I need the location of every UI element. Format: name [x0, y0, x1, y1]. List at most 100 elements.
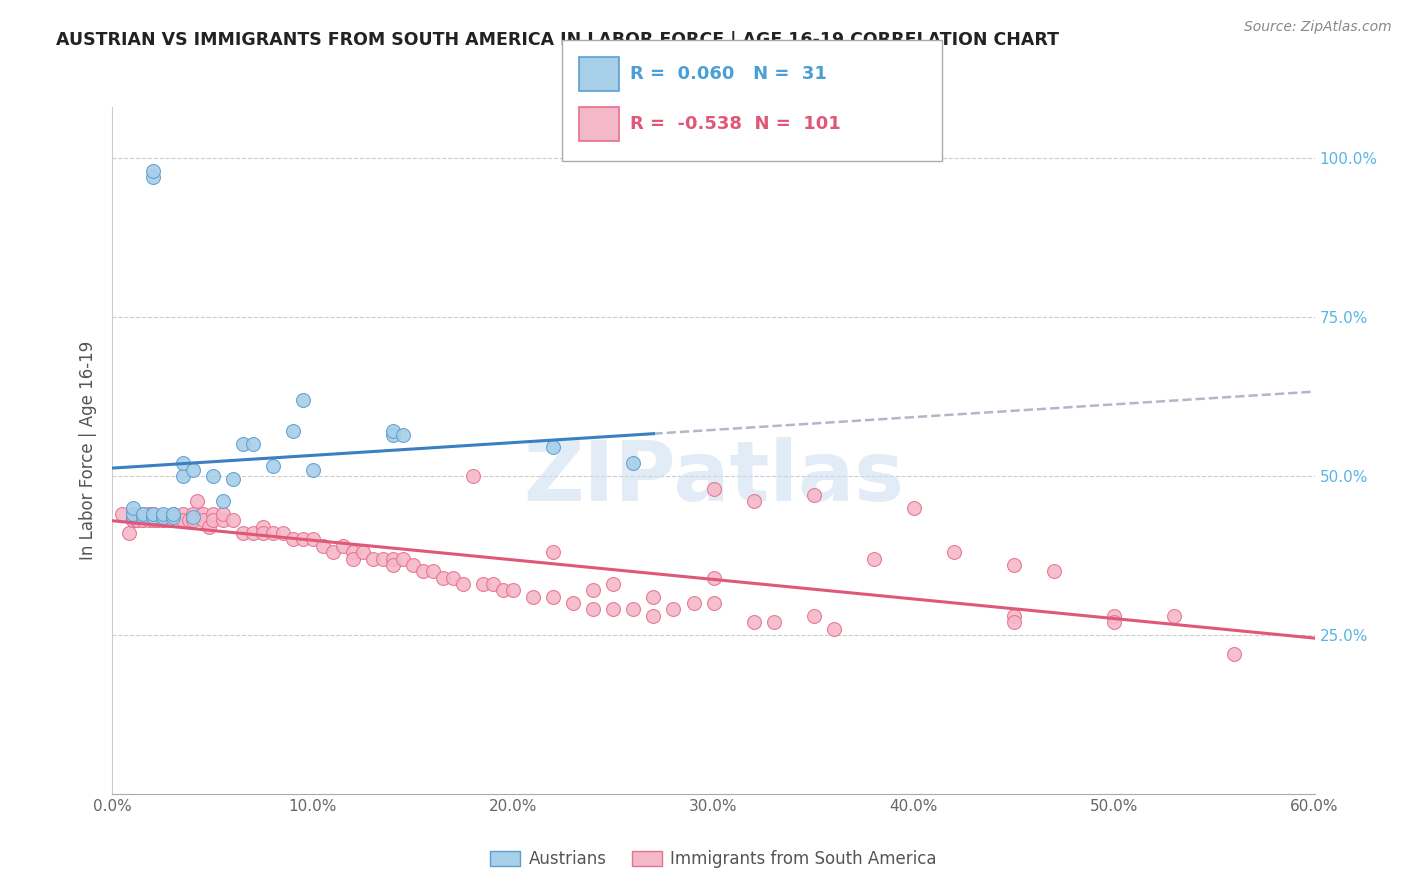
Point	[643, 590, 665, 604]
Point	[131, 513, 153, 527]
Point	[823, 622, 845, 636]
Point	[222, 513, 245, 527]
Point	[152, 513, 174, 527]
Point	[121, 500, 143, 515]
Point	[121, 513, 143, 527]
Point	[361, 551, 384, 566]
Point	[145, 513, 167, 527]
Point	[181, 513, 204, 527]
Point	[201, 469, 224, 483]
Point	[543, 545, 565, 559]
Point	[121, 507, 143, 521]
Y-axis label: In Labor Force | Age 16-19: In Labor Force | Age 16-19	[79, 341, 97, 560]
Point	[621, 602, 644, 616]
Point	[302, 462, 325, 476]
Point	[942, 545, 965, 559]
Point	[582, 602, 605, 616]
Legend: Austrians, Immigrants from South America: Austrians, Immigrants from South America	[484, 844, 943, 875]
Point	[602, 602, 624, 616]
Point	[312, 539, 335, 553]
Point	[621, 456, 644, 470]
Text: R =  -0.538  N =  101: R = -0.538 N = 101	[630, 115, 841, 133]
Point	[145, 513, 167, 527]
Point	[371, 551, 394, 566]
Point	[543, 590, 565, 604]
Point	[211, 513, 233, 527]
Point	[125, 513, 148, 527]
Point	[131, 507, 153, 521]
Point	[382, 551, 405, 566]
Point	[562, 596, 585, 610]
Point	[172, 513, 194, 527]
Point	[1043, 564, 1066, 578]
Point	[125, 513, 148, 527]
Point	[242, 526, 264, 541]
Point	[322, 545, 344, 559]
Point	[342, 551, 364, 566]
Point	[152, 513, 174, 527]
Point	[181, 462, 204, 476]
Point	[262, 526, 284, 541]
Point	[412, 564, 434, 578]
Point	[131, 510, 153, 524]
Point	[181, 510, 204, 524]
Point	[271, 526, 294, 541]
Point	[162, 510, 184, 524]
Point	[162, 507, 184, 521]
Point	[117, 526, 139, 541]
Point	[332, 539, 354, 553]
Point	[382, 427, 405, 442]
Point	[211, 507, 233, 521]
Point	[702, 596, 725, 610]
Point	[141, 163, 163, 178]
Point	[162, 513, 184, 527]
Text: ZIPatlas: ZIPatlas	[523, 437, 904, 518]
Point	[177, 513, 200, 527]
Point	[422, 564, 444, 578]
Point	[152, 507, 174, 521]
Text: AUSTRIAN VS IMMIGRANTS FROM SOUTH AMERICA IN LABOR FORCE | AGE 16-19 CORRELATION: AUSTRIAN VS IMMIGRANTS FROM SOUTH AMERIC…	[56, 31, 1059, 49]
Point	[201, 513, 224, 527]
Point	[903, 500, 925, 515]
Point	[232, 437, 254, 451]
Point	[482, 577, 505, 591]
Point	[803, 488, 825, 502]
Point	[702, 571, 725, 585]
Point	[157, 513, 180, 527]
Point	[111, 507, 134, 521]
Text: R =  0.060   N =  31: R = 0.060 N = 31	[630, 65, 827, 83]
Point	[201, 507, 224, 521]
Point	[141, 510, 163, 524]
Point	[1002, 615, 1025, 630]
Point	[291, 533, 314, 547]
Point	[432, 571, 454, 585]
Point	[121, 510, 143, 524]
Point	[131, 507, 153, 521]
Point	[252, 526, 274, 541]
Point	[1163, 608, 1185, 623]
Point	[162, 507, 184, 521]
Point	[172, 507, 194, 521]
Point	[682, 596, 704, 610]
Point	[502, 583, 524, 598]
Point	[302, 533, 325, 547]
Point	[441, 571, 464, 585]
Point	[472, 577, 495, 591]
Point	[141, 507, 163, 521]
Point	[1223, 647, 1246, 661]
Point	[166, 513, 188, 527]
Point	[141, 507, 163, 521]
Point	[762, 615, 785, 630]
Point	[281, 425, 304, 439]
Point	[742, 615, 765, 630]
Point	[191, 507, 214, 521]
Point	[141, 169, 163, 184]
Point	[392, 551, 415, 566]
Point	[1002, 558, 1025, 572]
Point	[152, 510, 174, 524]
Point	[582, 583, 605, 598]
Point	[252, 520, 274, 534]
Point	[352, 545, 374, 559]
Point	[121, 507, 143, 521]
Point	[141, 513, 163, 527]
